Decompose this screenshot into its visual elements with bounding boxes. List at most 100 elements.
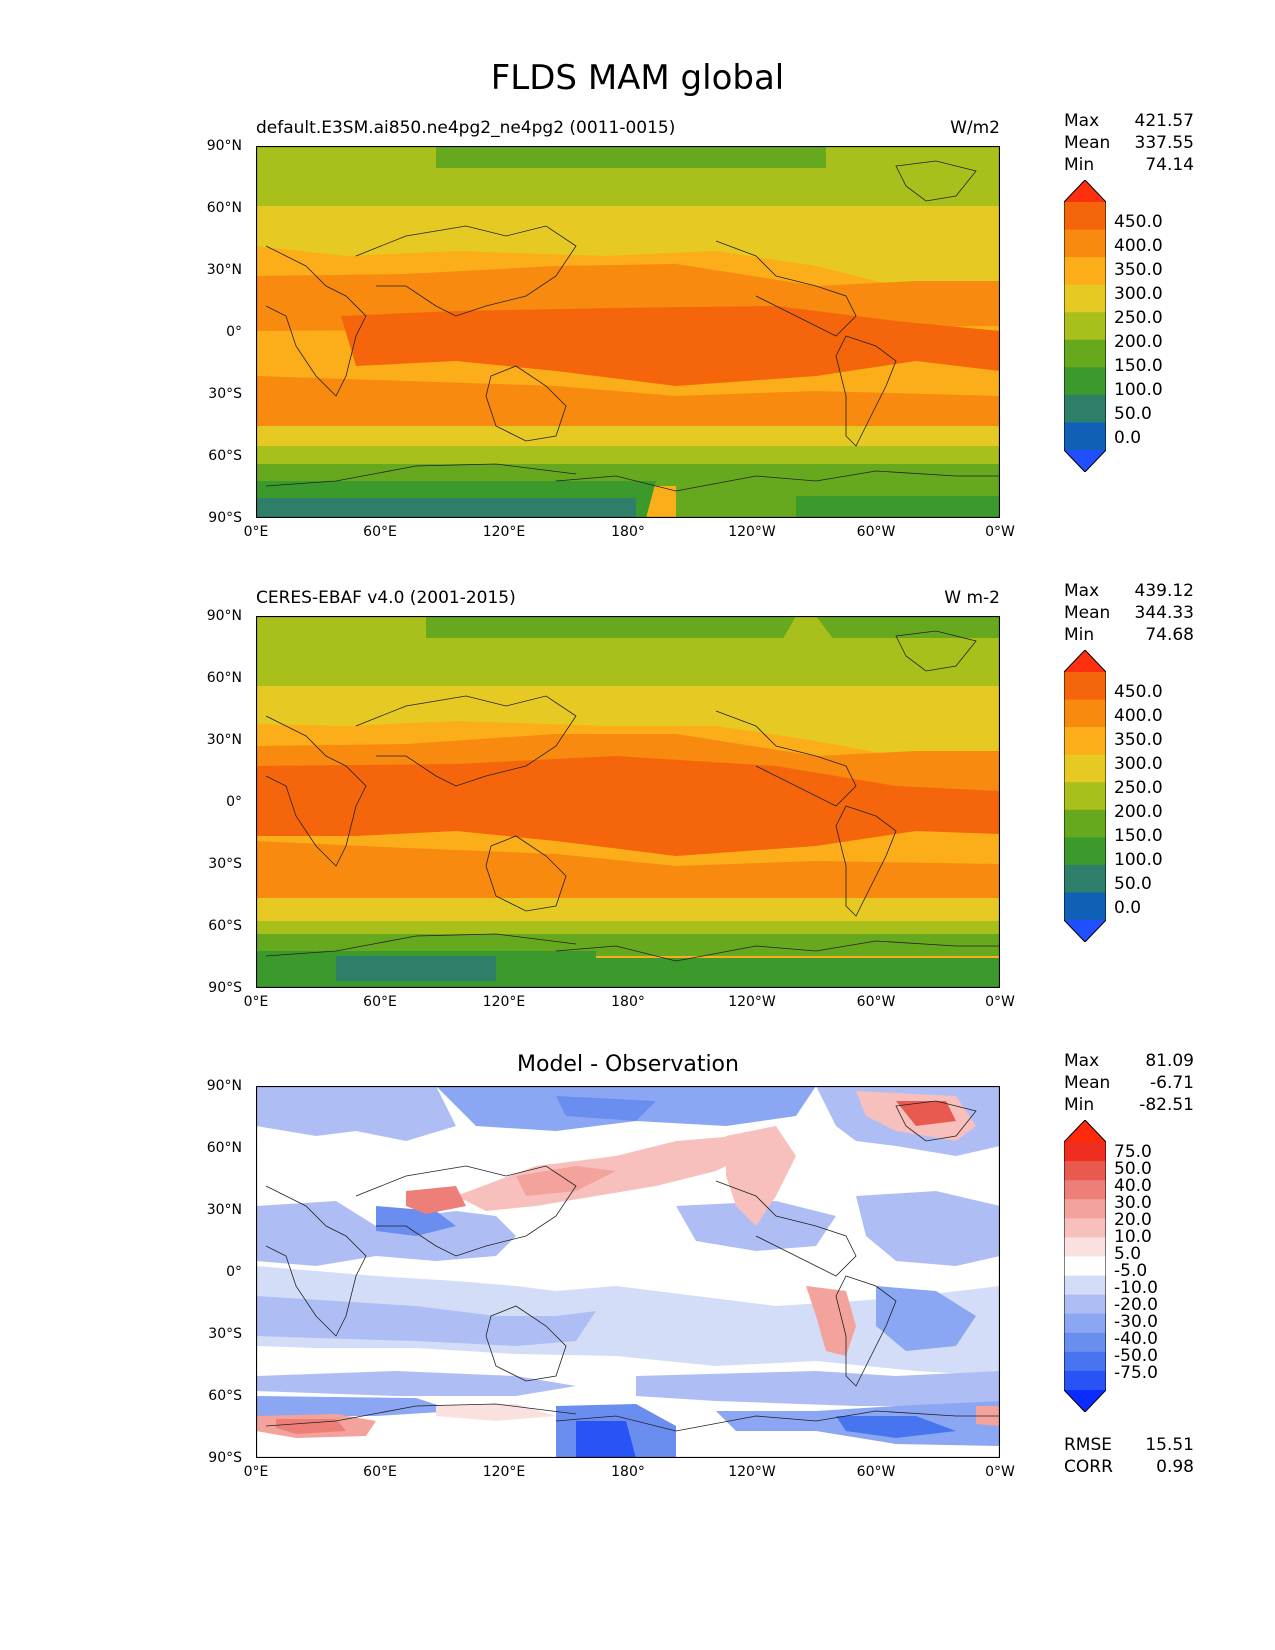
model-map xyxy=(256,146,1000,518)
lon-label: 120°E xyxy=(482,994,526,1010)
stats-box: Max 439.12 Mean 344.33 Min 74.68 xyxy=(1064,580,1194,646)
colorbar-segment xyxy=(1064,837,1106,866)
figure-title: FLDS MAM global xyxy=(490,58,785,98)
lat-label: 30°S xyxy=(208,1326,242,1342)
colorbar-label: 20.0 xyxy=(1114,1210,1152,1230)
lat-label: 30°N xyxy=(206,262,242,278)
colorbar-segment xyxy=(1064,1256,1106,1277)
colorbar-segment xyxy=(1064,699,1106,728)
stats-box: Max 81.09 Mean -6.71 Min -82.51 xyxy=(1064,1050,1194,1116)
colorbar-label: 50.0 xyxy=(1114,874,1152,894)
colorbar-segment xyxy=(1064,367,1106,396)
min-value: 74.68 xyxy=(1145,625,1194,645)
max-value: 81.09 xyxy=(1145,1051,1194,1071)
colorbar-label: 250.0 xyxy=(1114,308,1163,328)
colorbar-segment xyxy=(1064,339,1106,368)
colorbar-label: 0.0 xyxy=(1114,898,1142,918)
colorbar-graphic xyxy=(1063,649,1107,943)
min-label: Min xyxy=(1064,1095,1095,1115)
colorbar-segment xyxy=(1064,1218,1106,1238)
lon-label: 180° xyxy=(611,524,645,540)
panel-units: W/m2 xyxy=(950,118,1000,138)
min-value: -82.51 xyxy=(1139,1095,1194,1115)
difference-map xyxy=(256,1086,1000,1458)
colorbar-graphic xyxy=(1063,1119,1107,1413)
colorbar xyxy=(1063,179,1107,473)
colorbar-segment xyxy=(1064,1237,1106,1257)
colorbar-segment xyxy=(1064,782,1106,811)
colorbar-label: 40.0 xyxy=(1114,1176,1152,1196)
colorbar-label: 300.0 xyxy=(1114,284,1163,304)
lat-label: 90°N xyxy=(206,608,242,624)
min-value: 74.14 xyxy=(1145,155,1194,175)
colorbar-label: -5.0 xyxy=(1114,1261,1148,1281)
colorbar-label: 400.0 xyxy=(1114,706,1163,726)
lat-label: 90°S xyxy=(208,980,242,996)
colorbar-label: 450.0 xyxy=(1114,212,1163,232)
colorbar-label: 50.0 xyxy=(1114,404,1152,424)
colorbar-segment xyxy=(1064,754,1106,783)
colorbar-segment xyxy=(1064,1332,1106,1353)
colorbar-segment xyxy=(1064,422,1106,451)
colorbar-segment xyxy=(1064,1275,1106,1296)
lat-label: 60°N xyxy=(206,1140,242,1156)
mean-label: Mean xyxy=(1064,1073,1111,1093)
colorbar-label: 200.0 xyxy=(1114,332,1163,352)
lat-label: 90°N xyxy=(206,1078,242,1094)
lat-label: 60°N xyxy=(206,670,242,686)
colorbar-label: 50.0 xyxy=(1114,1159,1152,1179)
colorbar-label: 200.0 xyxy=(1114,802,1163,822)
colorbar-label: -20.0 xyxy=(1114,1295,1158,1315)
lon-label: 120°W xyxy=(728,524,776,540)
lat-label: 0° xyxy=(226,1264,242,1280)
rmse-label: RMSE xyxy=(1064,1435,1113,1455)
colorbar-label: 100.0 xyxy=(1114,380,1163,400)
lon-label: 120°E xyxy=(482,524,526,540)
lon-label: 0°E xyxy=(243,524,269,540)
rmse-corr-box: RMSE 15.51 CORR 0.98 xyxy=(1064,1434,1194,1478)
observation-map xyxy=(256,616,1000,988)
colorbar-label: 100.0 xyxy=(1114,850,1163,870)
colorbar-label: 450.0 xyxy=(1114,682,1163,702)
lon-label: 60°W xyxy=(856,1464,896,1480)
colorbar-label: 250.0 xyxy=(1114,778,1163,798)
lon-label: 60°W xyxy=(856,994,896,1010)
lon-label: 60°W xyxy=(856,524,896,540)
colorbar-extend-bottom xyxy=(1064,450,1106,472)
colorbar xyxy=(1063,1119,1107,1413)
max-label: Max xyxy=(1064,111,1100,131)
lon-label: 60°E xyxy=(363,994,397,1010)
lon-label: 180° xyxy=(611,1464,645,1480)
lon-label: 0°E xyxy=(243,1464,269,1480)
lon-label: 0°W xyxy=(985,1464,1015,1480)
colorbar-extend-bottom xyxy=(1064,920,1106,942)
colorbar-segment xyxy=(1064,312,1106,341)
lat-label: 90°S xyxy=(208,510,242,526)
lat-label: 60°S xyxy=(208,918,242,934)
max-label: Max xyxy=(1064,1051,1100,1071)
colorbar-segment xyxy=(1064,284,1106,313)
colorbar-label: 300.0 xyxy=(1114,754,1163,774)
max-value: 421.57 xyxy=(1134,111,1194,131)
colorbar xyxy=(1063,649,1107,943)
lat-label: 60°N xyxy=(206,200,242,216)
lat-label: 30°N xyxy=(206,1202,242,1218)
corr-value: 0.98 xyxy=(1156,1457,1194,1477)
min-label: Min xyxy=(1064,625,1095,645)
colorbar-extend-top xyxy=(1064,650,1106,672)
colorbar-label: 10.0 xyxy=(1114,1227,1152,1247)
panel-units: W m-2 xyxy=(944,588,1000,608)
colorbar-segment xyxy=(1064,1294,1106,1315)
lon-label: 60°E xyxy=(363,524,397,540)
lon-label: 0°E xyxy=(243,994,269,1010)
colorbar-label: -40.0 xyxy=(1114,1329,1158,1349)
colorbar-segment xyxy=(1064,1199,1106,1219)
colorbar-segment xyxy=(1064,202,1106,231)
colorbar-label: 150.0 xyxy=(1114,826,1163,846)
colorbar-segment xyxy=(1064,809,1106,838)
colorbar-label: 30.0 xyxy=(1114,1193,1152,1213)
colorbar-segment xyxy=(1064,892,1106,921)
lon-label: 60°E xyxy=(363,1464,397,1480)
panel-difference: Model - Observation xyxy=(0,1051,1275,1508)
colorbar-segment xyxy=(1064,1351,1106,1372)
